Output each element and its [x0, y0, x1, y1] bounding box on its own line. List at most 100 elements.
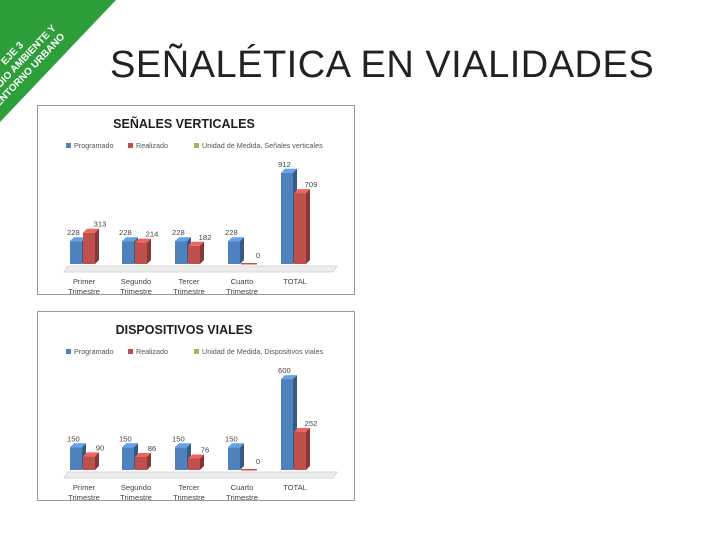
data-label: 912 [278, 160, 291, 169]
data-label: 182 [199, 233, 212, 242]
bar-realizado-0 [83, 452, 99, 470]
bar-side [95, 452, 99, 470]
bar-side [306, 189, 310, 264]
category-label: Trimestre [173, 493, 205, 500]
bar-programado-3 [228, 443, 244, 470]
bar-top [70, 443, 86, 448]
category-label: Trimestre [120, 287, 152, 294]
bar-realizado-4 [294, 189, 310, 264]
bar-top [228, 237, 244, 242]
legend-swatch-2 [194, 349, 199, 354]
bar-side [95, 228, 99, 264]
bar-realizado-4 [294, 427, 310, 470]
category-label: Trimestre [68, 493, 100, 500]
bar-side [240, 237, 244, 264]
bar-front [228, 241, 240, 264]
category-label: TOTAL [283, 483, 307, 492]
data-label: 709 [305, 180, 318, 189]
chart-dispositivos-viales: DISPOSITIVOS VIALES Programado Realizado Un… [63, 323, 338, 500]
category-label: Primer [73, 483, 96, 492]
bar-front [281, 172, 293, 264]
bar-front [175, 447, 187, 470]
bar-side [240, 443, 244, 470]
bar-top [228, 443, 244, 448]
chart-title: SEÑALES VERTICALES [113, 116, 255, 131]
chart-senales-verticales: SEÑALES VERTICALES Programado Realizado Uni… [63, 116, 338, 294]
bar-front [241, 469, 257, 471]
legend-swatch-0 [66, 143, 71, 148]
bar-top [188, 454, 204, 459]
legend-label-1: Realizado [136, 347, 168, 356]
legend-swatch-1 [128, 143, 133, 148]
bar-top [175, 237, 191, 242]
bar-front [135, 456, 147, 470]
bar-realizado-0 [83, 228, 99, 264]
bar-top [83, 452, 99, 457]
bar-front [122, 447, 134, 470]
bar-front [70, 447, 82, 470]
data-label: 228 [119, 228, 132, 237]
data-label: 228 [225, 228, 238, 237]
chart-panel-dispositivos-viales: DISPOSITIVOS VIALES Programado Realizado Un… [37, 311, 355, 501]
category-label: Cuarto [231, 277, 254, 286]
data-label: 214 [146, 230, 159, 239]
category-label: Tercer [178, 277, 200, 286]
category-label: Primer [73, 277, 96, 286]
bar-realizado-2 [188, 241, 204, 264]
data-label: 90 [96, 443, 104, 452]
chart-panel-senales-verticales: SEÑALES VERTICALES Programado Realizado Uni… [37, 105, 355, 295]
bar-realizado-1 [135, 452, 151, 470]
bar-front [188, 458, 200, 470]
chart-floor [63, 265, 338, 273]
bar-side [147, 238, 151, 264]
category-label: Segundo [121, 277, 151, 286]
bar-side [306, 427, 310, 470]
category-label: Cuarto [231, 483, 254, 492]
chart-floor [63, 471, 338, 479]
bar-realizado-2 [188, 454, 204, 470]
bar-front [83, 456, 95, 470]
bar-top [70, 237, 86, 242]
legend-label-1: Realizado [136, 141, 168, 150]
data-label: 600 [278, 366, 291, 375]
bar-top [122, 443, 138, 448]
data-label: 150 [225, 434, 238, 443]
data-label: 313 [94, 220, 107, 229]
data-label: 252 [305, 419, 318, 428]
bar-front [281, 379, 293, 470]
bar-front [294, 193, 306, 264]
category-label: Tercer [178, 483, 200, 492]
data-label: 86 [148, 444, 156, 453]
bar-front [228, 447, 240, 470]
bar-front [135, 242, 147, 264]
bar-realizado-3 [241, 263, 257, 265]
chart-title: DISPOSITIVOS VIALES [116, 323, 253, 337]
category-label: Trimestre [226, 287, 258, 294]
legend-swatch-1 [128, 349, 133, 354]
data-label: 0 [256, 251, 260, 260]
bar-side [147, 452, 151, 470]
bar-top [83, 228, 99, 233]
bar-top [135, 452, 151, 457]
bar-side [200, 241, 204, 264]
bar-realizado-1 [135, 238, 151, 264]
page-title: SEÑALÉTICA EN VIALIDADES [110, 44, 655, 86]
bar-top [294, 427, 310, 432]
legend-label-2: Unidad de Medida, Dispositivos viales [202, 347, 323, 356]
legend-swatch-0 [66, 349, 71, 354]
legend-swatch-2 [194, 143, 199, 148]
data-label: 228 [67, 228, 80, 237]
legend-label-0: Programado [74, 347, 114, 356]
category-label: Segundo [121, 483, 151, 492]
legend-label-0: Programado [74, 141, 114, 150]
data-label: 150 [172, 434, 185, 443]
category-label: TOTAL [283, 277, 307, 286]
data-label: 150 [119, 434, 132, 443]
bar-front [175, 241, 187, 264]
bar-front [294, 431, 306, 470]
bar-front [70, 241, 82, 264]
category-label: Trimestre [226, 493, 258, 500]
bar-side [200, 454, 204, 470]
bar-top [175, 443, 191, 448]
eje-banner: EJE 3 MEDIO AMBIENTE Y ENTORNO URBANO [0, 0, 120, 125]
